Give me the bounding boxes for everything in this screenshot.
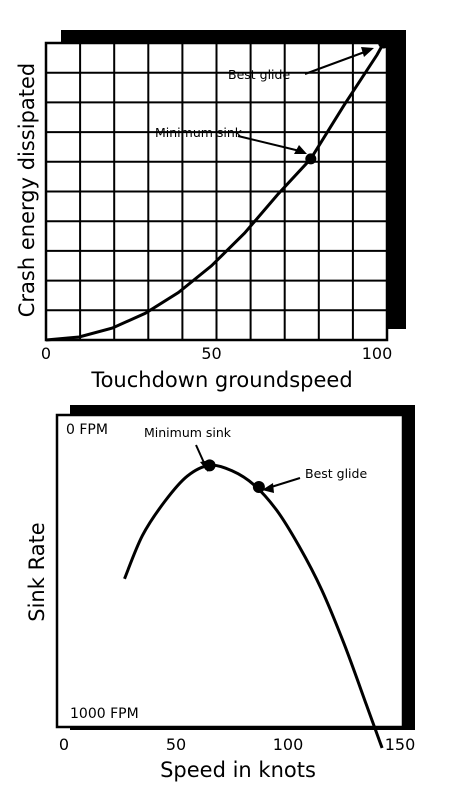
sink-best-glide-annotation: Best glide (305, 466, 367, 481)
sink-x-tick: 100 (273, 735, 304, 754)
energy-chart-frame (44, 41, 389, 342)
best-glide-annotation: Best glide (228, 67, 290, 82)
sink-minimum-sink-arrowhead (200, 460, 210, 472)
sink-minimum-sink-annotation: Minimum sink (144, 425, 232, 440)
sink-rate-chart: 0 50 100 150 0 FPM 1000 FPM Minimum sink Be… (25, 405, 415, 782)
energy-chart-ylabel: Crash energy dissipated (15, 63, 39, 318)
sink-chart-bottom-label: 1000 FPM (70, 706, 139, 722)
sink-chart-plot-area (55, 413, 405, 729)
energy-point-minimum-sink (305, 153, 317, 165)
energy-x-tick: 0 (41, 344, 51, 363)
sink-chart-top-label: 0 FPM (66, 422, 108, 438)
energy-x-tick: 50 (201, 344, 221, 363)
best-glide-arrow (304, 49, 371, 75)
energy-x-tick: 100 (362, 344, 393, 363)
sink-x-tick: 150 (385, 735, 416, 754)
sink-chart-xlabel: Speed in knots (160, 758, 316, 782)
minimum-sink-annotation: Minimum sink (155, 125, 243, 140)
minimum-sink-arrowhead (294, 145, 307, 154)
sink-point-best-glide (252, 481, 265, 493)
sink-x-tick: 50 (166, 735, 186, 754)
energy-point-best-glide (378, 37, 390, 49)
energy-chart: 0 50 100 Minimum sink Best glide Touchdown… (15, 30, 406, 392)
sink-best-glide-arrow (267, 477, 301, 489)
minimum-sink-arrow (237, 135, 305, 153)
energy-chart-xlabel: Touchdown groundspeed (90, 368, 352, 392)
best-glide-arrowhead (361, 47, 374, 57)
sink-best-glide-arrowhead (262, 483, 274, 493)
sink-x-tick: 0 (59, 735, 69, 754)
sink-chart-ylabel: Sink Rate (25, 522, 49, 621)
energy-curve (45, 42, 385, 342)
energy-chart-grid (46, 43, 387, 340)
